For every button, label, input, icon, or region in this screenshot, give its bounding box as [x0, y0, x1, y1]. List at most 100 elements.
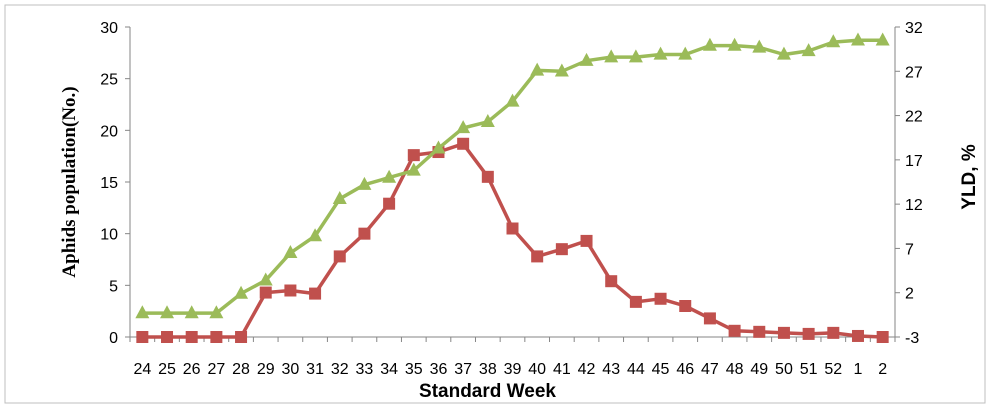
- series-1-point: [605, 275, 618, 288]
- y-right-tick-label: 32: [905, 20, 923, 37]
- series-1-point: [753, 325, 766, 338]
- series-2-point: [480, 113, 495, 127]
- series-1-point: [728, 324, 741, 337]
- x-tick-label: 39: [504, 361, 522, 378]
- x-tick-label: 47: [701, 361, 719, 378]
- x-tick-label: 35: [405, 361, 423, 378]
- y-right-tick-label: 2: [905, 286, 914, 303]
- x-tick-label: 50: [775, 361, 793, 378]
- series-1-point: [876, 331, 889, 343]
- series-2-point: [357, 176, 372, 190]
- series-2-point: [332, 191, 347, 205]
- series-2-point: [530, 62, 545, 76]
- x-tick-label: 1: [854, 361, 863, 378]
- series-1-point: [333, 250, 346, 263]
- series-1-point: [358, 227, 371, 240]
- series-2-point: [826, 34, 841, 48]
- y-left-tick-label: 20: [100, 123, 118, 140]
- x-tick-label: 27: [207, 361, 225, 378]
- series-1-point: [654, 292, 667, 305]
- series-2-point: [702, 37, 717, 51]
- series-2-point: [505, 93, 520, 107]
- chart-border: [4, 4, 986, 404]
- series-1-point: [679, 300, 692, 312]
- y-right-tick-label: 17: [905, 153, 923, 170]
- series-2-point: [727, 37, 742, 51]
- series-2-point: [801, 43, 816, 57]
- series-2-point: [209, 305, 224, 319]
- series-layer: [135, 32, 890, 343]
- series-2-point: [135, 305, 150, 319]
- series-1-point: [161, 331, 174, 343]
- series-1-point: [383, 197, 396, 210]
- x-tick-label: 49: [750, 361, 768, 378]
- x-axis-title: Standard Week: [419, 381, 556, 402]
- y-right-tick-label: 22: [905, 109, 923, 126]
- y-left-tick-label: 5: [109, 278, 118, 295]
- series-1-point: [580, 234, 593, 247]
- series-1-point: [457, 137, 470, 150]
- x-tick-label: 42: [578, 361, 596, 378]
- y-axis-left-title: Aphids population(No.): [59, 86, 80, 277]
- y-right-tick-label: -3: [905, 330, 919, 347]
- x-tick-label: 31: [306, 361, 324, 378]
- series-2-point: [850, 32, 865, 46]
- x-tick-label: 29: [257, 361, 275, 378]
- series-2-point: [382, 169, 397, 183]
- x-tick-label: 41: [553, 361, 571, 378]
- x-tick-label: 2: [878, 361, 887, 378]
- series-2-point: [776, 46, 791, 60]
- series-1-point: [827, 326, 840, 339]
- x-tick-label: 48: [726, 361, 744, 378]
- series-1-point: [703, 312, 716, 325]
- series-2-point: [184, 305, 199, 319]
- series-1-point: [407, 149, 420, 162]
- series-2-point: [258, 272, 273, 286]
- series-2-point: [678, 46, 693, 60]
- y-right-tick-label: 27: [905, 64, 923, 81]
- x-tick-label: 28: [232, 361, 250, 378]
- series-1-point: [210, 331, 223, 343]
- x-tick-label: 46: [676, 361, 694, 378]
- y-left-tick-label: 0: [109, 330, 118, 347]
- series-1-point: [235, 331, 248, 343]
- y-left-tick-label: 30: [100, 20, 118, 37]
- x-tick-label: 24: [133, 361, 151, 378]
- x-tick-label: 43: [602, 361, 620, 378]
- series-2-point: [160, 305, 175, 319]
- y-axis-right-title: YLD, %: [959, 144, 980, 210]
- y-right-tick-label: 12: [905, 197, 923, 214]
- x-tick-label: 51: [800, 361, 818, 378]
- x-tick-label: 37: [454, 361, 472, 378]
- y-right-tick-label: 7: [905, 241, 914, 258]
- series-2-point: [308, 228, 323, 242]
- series-1-point: [802, 327, 815, 340]
- series-2-point: [875, 32, 890, 46]
- series-2-point: [628, 49, 643, 63]
- series-1-point: [777, 326, 790, 339]
- series-1-point: [284, 284, 297, 297]
- series-1-point: [259, 286, 272, 299]
- x-tick-label: 36: [430, 361, 448, 378]
- series-2-point: [579, 52, 594, 66]
- series-1-point: [506, 222, 519, 235]
- series-1-point: [629, 295, 642, 308]
- series-1-point: [185, 331, 198, 343]
- x-tick-label: 26: [183, 361, 201, 378]
- series-1-point: [851, 329, 864, 342]
- series-2-point: [431, 140, 446, 154]
- x-tick-label: 25: [158, 361, 176, 378]
- y-left-tick-label: 15: [100, 175, 118, 192]
- series-2-point: [653, 46, 668, 60]
- series-2-point: [234, 285, 249, 299]
- series-1-point: [481, 170, 494, 183]
- x-tick-label: 52: [824, 361, 842, 378]
- x-tick-label: 44: [627, 361, 645, 378]
- series-2-point: [406, 162, 421, 176]
- x-tick-label: 45: [652, 361, 670, 378]
- series-1-point: [531, 250, 544, 263]
- x-tick-label: 32: [331, 361, 349, 378]
- series-2-point: [752, 39, 767, 53]
